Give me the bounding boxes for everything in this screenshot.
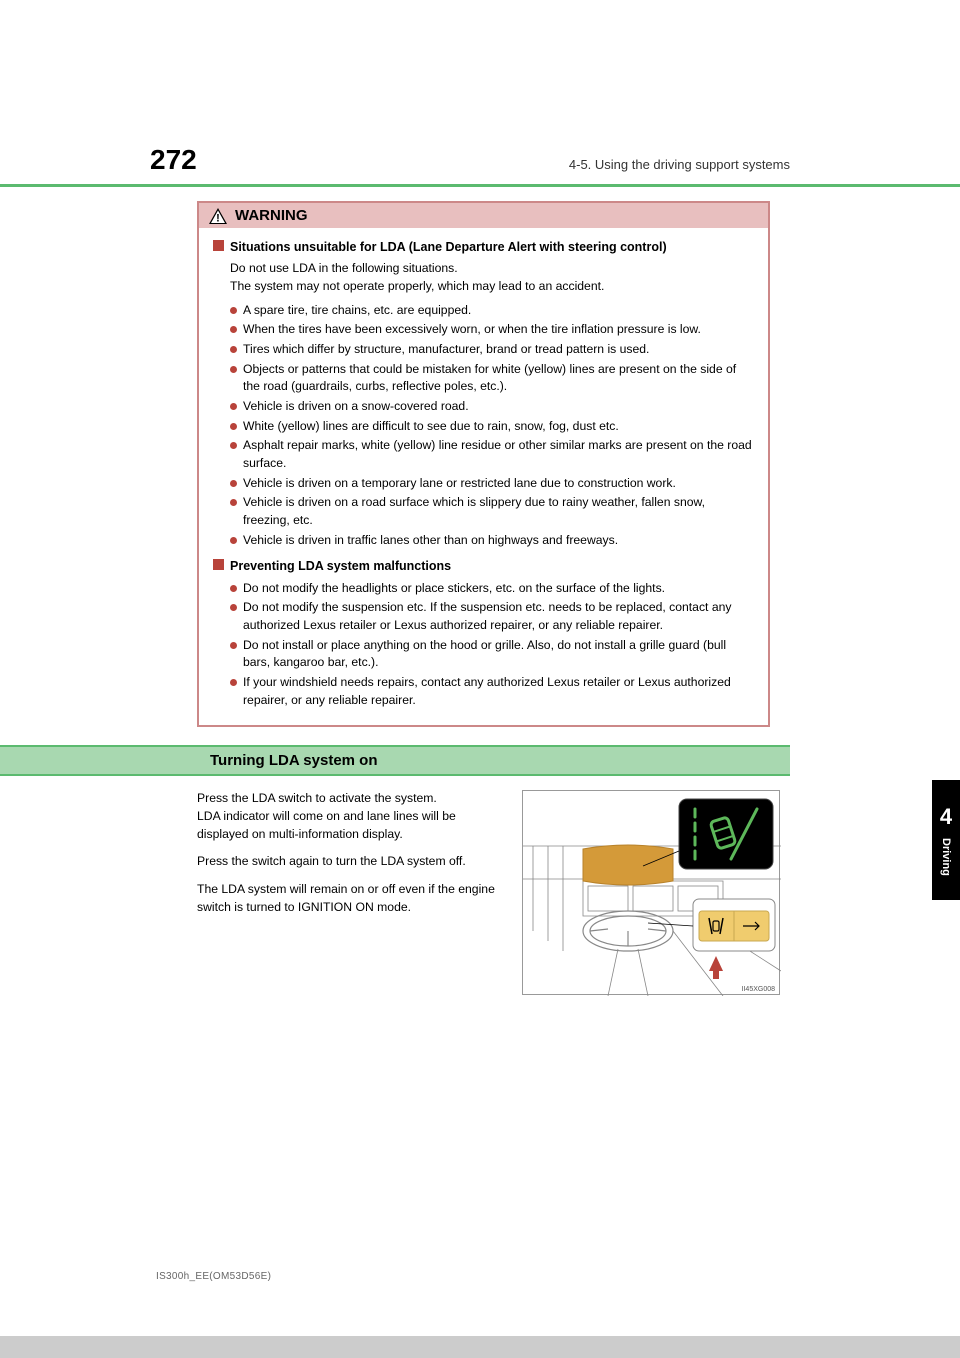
bullet-text: Vehicle is driven in traffic lanes other… <box>243 532 754 550</box>
bullet-text: Tires which differ by structure, manufac… <box>243 341 754 359</box>
bullet-text: When the tires have been excessively wor… <box>243 321 754 339</box>
content-para-3: The LDA system will remain on or off eve… <box>197 881 506 916</box>
illustration-code-svg: II45XG008 <box>742 986 776 993</box>
page-header: 272 4-5. Using the driving support syste… <box>0 144 960 187</box>
bullet-icon <box>230 537 237 544</box>
bullet-icon <box>230 326 237 333</box>
svg-text:!: ! <box>216 212 220 224</box>
bullet-icon <box>230 642 237 649</box>
content-para-1: Press the LDA switch to activate the sys… <box>197 790 506 843</box>
section-bar: Turning LDA system on <box>0 745 790 776</box>
bullet-text: If your windshield needs repairs, contac… <box>243 674 754 709</box>
bullet-icon <box>230 403 237 410</box>
bullet-item: Vehicle is driven in traffic lanes other… <box>230 532 754 550</box>
warning-section-1-row: Situations unsuitable for LDA (Lane Depa… <box>213 238 754 256</box>
bullet-item: When the tires have been excessively wor… <box>230 321 754 339</box>
bullet-item: White (yellow) lines are difficult to se… <box>230 418 754 436</box>
bullet-icon <box>230 585 237 592</box>
sidebar-number: 4 <box>940 804 952 830</box>
content-p1b: LDA indicator will come on and lane line… <box>197 809 456 841</box>
warning-title: WARNING <box>235 207 308 224</box>
footer-code: IS300h_EE(OM53D56E) <box>156 1271 271 1282</box>
footer-bar <box>0 1336 960 1358</box>
warning-section-1-title: Situations unsuitable for LDA (Lane Depa… <box>230 238 667 256</box>
section-bar-title: Turning LDA system on <box>210 752 378 769</box>
warning-section-2-row: Preventing LDA system malfunctions <box>213 557 754 575</box>
bullet-icon <box>230 346 237 353</box>
bullet-text: A spare tire, tire chains, etc. are equi… <box>243 302 754 320</box>
illustration-wrapper: II45XG008 <box>522 790 780 995</box>
content-para-2: Press the switch again to turn the LDA s… <box>197 853 506 871</box>
content-p1a: Press the LDA switch to activate the sys… <box>197 791 437 805</box>
chapter-label: 4-5. Using the driving support systems <box>569 157 790 172</box>
bullet-icon <box>230 679 237 686</box>
bullet-icon <box>230 423 237 430</box>
warning-triangle-icon: ! <box>209 208 227 224</box>
bullet-item: Tires which differ by structure, manufac… <box>230 341 754 359</box>
bullet-text: Vehicle is driven on a temporary lane or… <box>243 475 754 493</box>
bullet-item: Objects or patterns that could be mistak… <box>230 361 754 396</box>
sidebar-tab: 4 Driving <box>932 780 960 900</box>
bullet-icon <box>230 366 237 373</box>
bullet-text: White (yellow) lines are difficult to se… <box>243 418 754 436</box>
bullet-text: Vehicle is driven on a snow-covered road… <box>243 398 754 416</box>
page-number: 272 <box>150 144 197 176</box>
bullet-item: Do not modify the headlights or place st… <box>230 580 754 598</box>
bullet-item: Do not modify the suspension etc. If the… <box>230 599 754 634</box>
warning-section-1-intro: Do not use LDA in the following situatio… <box>230 260 754 295</box>
bullet-icon <box>230 442 237 449</box>
warning-header: ! WARNING <box>199 203 768 228</box>
bullet-text: Do not modify the headlights or place st… <box>243 580 754 598</box>
bullet-text: Do not install or place anything on the … <box>243 637 754 672</box>
dashboard-illustration: II45XG008 <box>522 790 780 995</box>
bullet-item: Vehicle is driven on a temporary lane or… <box>230 475 754 493</box>
bullet-item: Asphalt repair marks, white (yellow) lin… <box>230 437 754 472</box>
warning-box: ! WARNING Situations unsuitable for LDA … <box>197 201 770 727</box>
warning-body: Situations unsuitable for LDA (Lane Depa… <box>199 228 768 725</box>
sidebar-label: Driving <box>940 838 952 876</box>
bullet-item: Vehicle is driven on a snow-covered road… <box>230 398 754 416</box>
bullet-icon <box>230 604 237 611</box>
bullet-item: Do not install or place anything on the … <box>230 637 754 672</box>
bullet-item: If your windshield needs repairs, contac… <box>230 674 754 709</box>
bullet-icon <box>230 499 237 506</box>
square-bullet-icon <box>213 240 224 251</box>
bullet-item: Vehicle is driven on a road surface whic… <box>230 494 754 529</box>
bullet-icon <box>230 307 237 314</box>
square-bullet-icon <box>213 559 224 570</box>
warning-section-2-title: Preventing LDA system malfunctions <box>230 557 451 575</box>
bullet-text: Vehicle is driven on a road surface whic… <box>243 494 754 529</box>
content-left: Press the LDA switch to activate the sys… <box>197 790 506 995</box>
bullet-text: Objects or patterns that could be mistak… <box>243 361 754 396</box>
content-row: Press the LDA switch to activate the sys… <box>197 790 780 995</box>
bullet-text: Do not modify the suspension etc. If the… <box>243 599 754 634</box>
bullet-text: Asphalt repair marks, white (yellow) lin… <box>243 437 754 472</box>
bullet-item: A spare tire, tire chains, etc. are equi… <box>230 302 754 320</box>
page-container: 272 4-5. Using the driving support syste… <box>0 0 960 1358</box>
bullet-icon <box>230 480 237 487</box>
